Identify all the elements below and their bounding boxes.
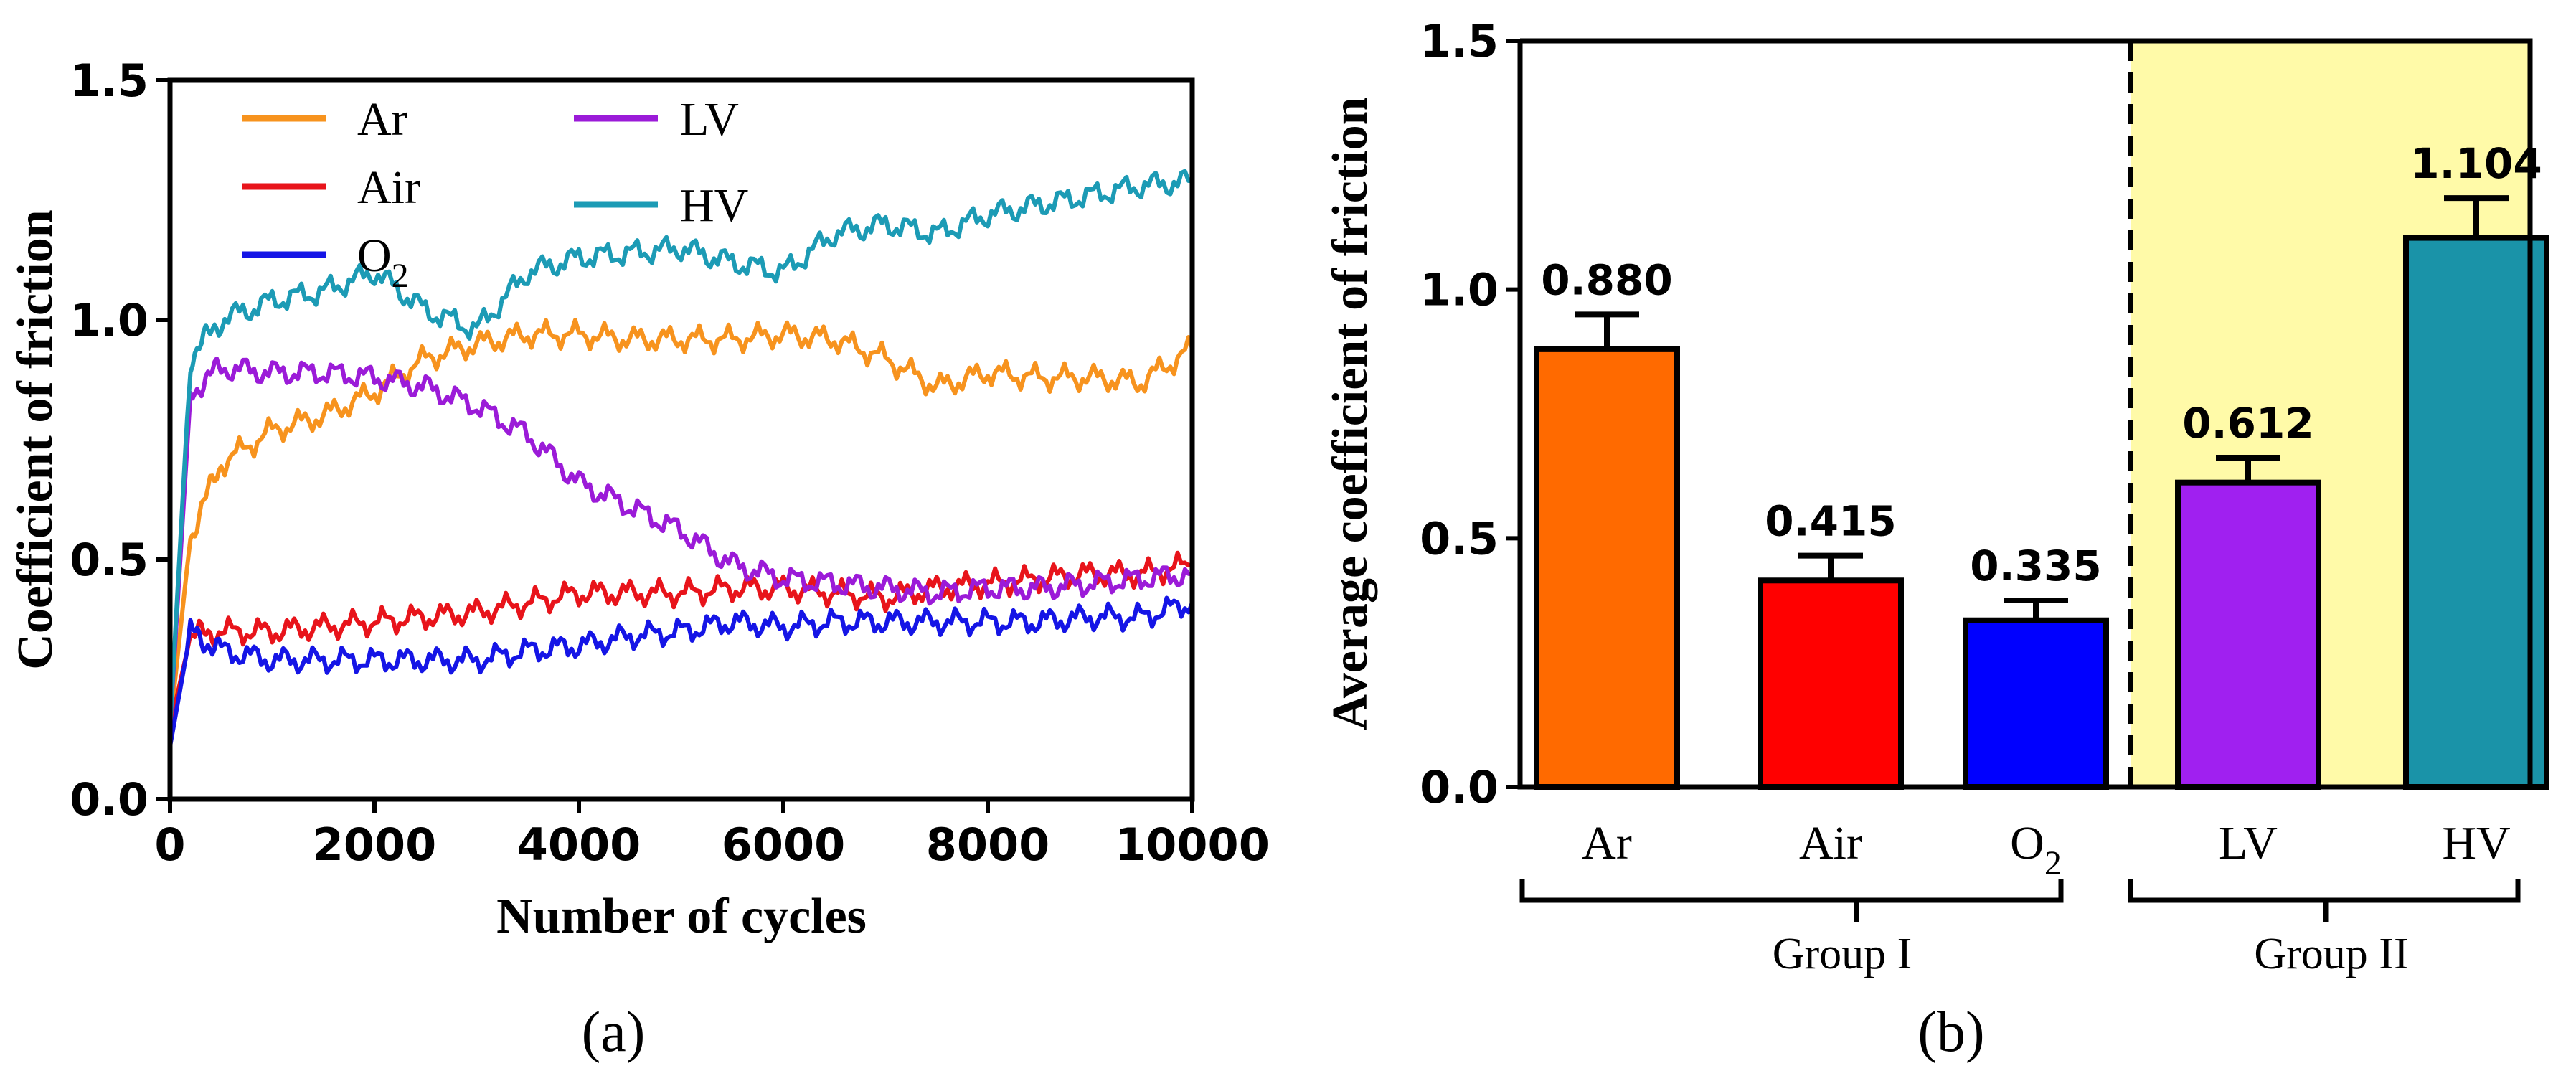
category-label-hv: HV	[2442, 817, 2510, 869]
line-series-lv	[168, 356, 1193, 727]
bar-lv	[2175, 479, 2321, 790]
data-label-hv: 1.104	[2410, 139, 2542, 188]
line-chart-panel-a: 0 2000 4000 6000 8000 10000 0.0 0.5 1.0 1.5 Ar Ai…	[8, 55, 1270, 1064]
bar-hv	[2403, 235, 2549, 790]
bar-air	[1758, 577, 1904, 790]
group-i-brace	[1519, 879, 2064, 922]
y-tick-label-a: 0.5	[70, 534, 148, 586]
line-series-group	[168, 169, 1194, 747]
legend-label-hv: HV	[680, 179, 748, 232]
axes-a: 0 2000 4000 6000 8000 10000 0.0 0.5 1.0 1.5	[70, 55, 1270, 871]
x-tick-label-a: 8000	[926, 818, 1050, 871]
bar-chart-panel-b: 0.880 0.415 0.335 0.612 1.104 Ar Air O2 LV HV 0.0…	[1323, 15, 2549, 1064]
group-ii-label: Group II	[2254, 930, 2408, 978]
category-label-lv: LV	[2219, 817, 2278, 869]
legend-a: Ar Air O2 LV HV	[242, 93, 748, 295]
y-tick-label-b: 1.5	[1420, 15, 1499, 67]
panel-label-b: (b)	[1917, 1001, 1984, 1064]
y-tick-label-b: 0.5	[1420, 512, 1499, 565]
y-axis-label-b: Average coefficient of friction	[1323, 98, 1378, 731]
legend-label-o2: O2	[357, 230, 409, 295]
line-series-ar	[168, 318, 1194, 728]
data-label-lv: 0.612	[2182, 399, 2313, 448]
error-bar-lv	[2216, 455, 2280, 483]
axes-b: Ar Air O2 LV HV 0.0 0.5 1.0 1.5	[1420, 15, 2511, 882]
legend-label-ar: Ar	[357, 93, 407, 146]
x-tick-label-a: 2000	[313, 818, 437, 871]
y-tick-label-b: 1.0	[1420, 264, 1499, 316]
x-tick-label-a: 10000	[1115, 818, 1270, 871]
line-series-o2	[168, 595, 1194, 747]
line-series-hv	[168, 169, 1193, 727]
y-tick-label-b: 0.0	[1420, 761, 1499, 813]
category-label-ar: Ar	[1582, 817, 1632, 869]
data-label-air: 0.415	[1765, 497, 1896, 546]
data-label-o2: 0.335	[1970, 542, 2101, 590]
group-ii-brace	[2128, 879, 2521, 922]
error-bar-o2	[2004, 598, 2068, 620]
legend-label-lv: LV	[680, 93, 739, 146]
error-bar-hv	[2444, 195, 2509, 238]
bar-ar	[1534, 346, 1680, 791]
y-axis-label-a: Coefficient of friction	[8, 209, 63, 669]
legend-label-air: Air	[357, 161, 420, 214]
group-i-label: Group I	[1773, 930, 1912, 978]
plot-area-a-frame	[167, 77, 1195, 802]
error-bar-air	[1798, 552, 1863, 581]
x-axis-label-a: Number of cycles	[496, 889, 867, 944]
y-tick-label-a: 1.5	[70, 55, 148, 107]
bar-o2	[1963, 617, 2109, 790]
x-tick-label-a: 6000	[722, 818, 846, 871]
x-tick-label-a: 0	[154, 818, 185, 871]
data-label-ar: 0.880	[1541, 255, 1672, 304]
error-bar-ar	[1575, 311, 1639, 349]
line-series-air	[168, 550, 1193, 728]
x-tick-label-a: 4000	[517, 818, 641, 871]
panel-label-a: (a)	[582, 1001, 646, 1064]
category-label-air: Air	[1799, 817, 1862, 869]
y-tick-label-a: 1.0	[70, 294, 148, 346]
category-label-o2: O2	[2010, 817, 2062, 882]
y-tick-label-a: 0.0	[70, 773, 148, 826]
